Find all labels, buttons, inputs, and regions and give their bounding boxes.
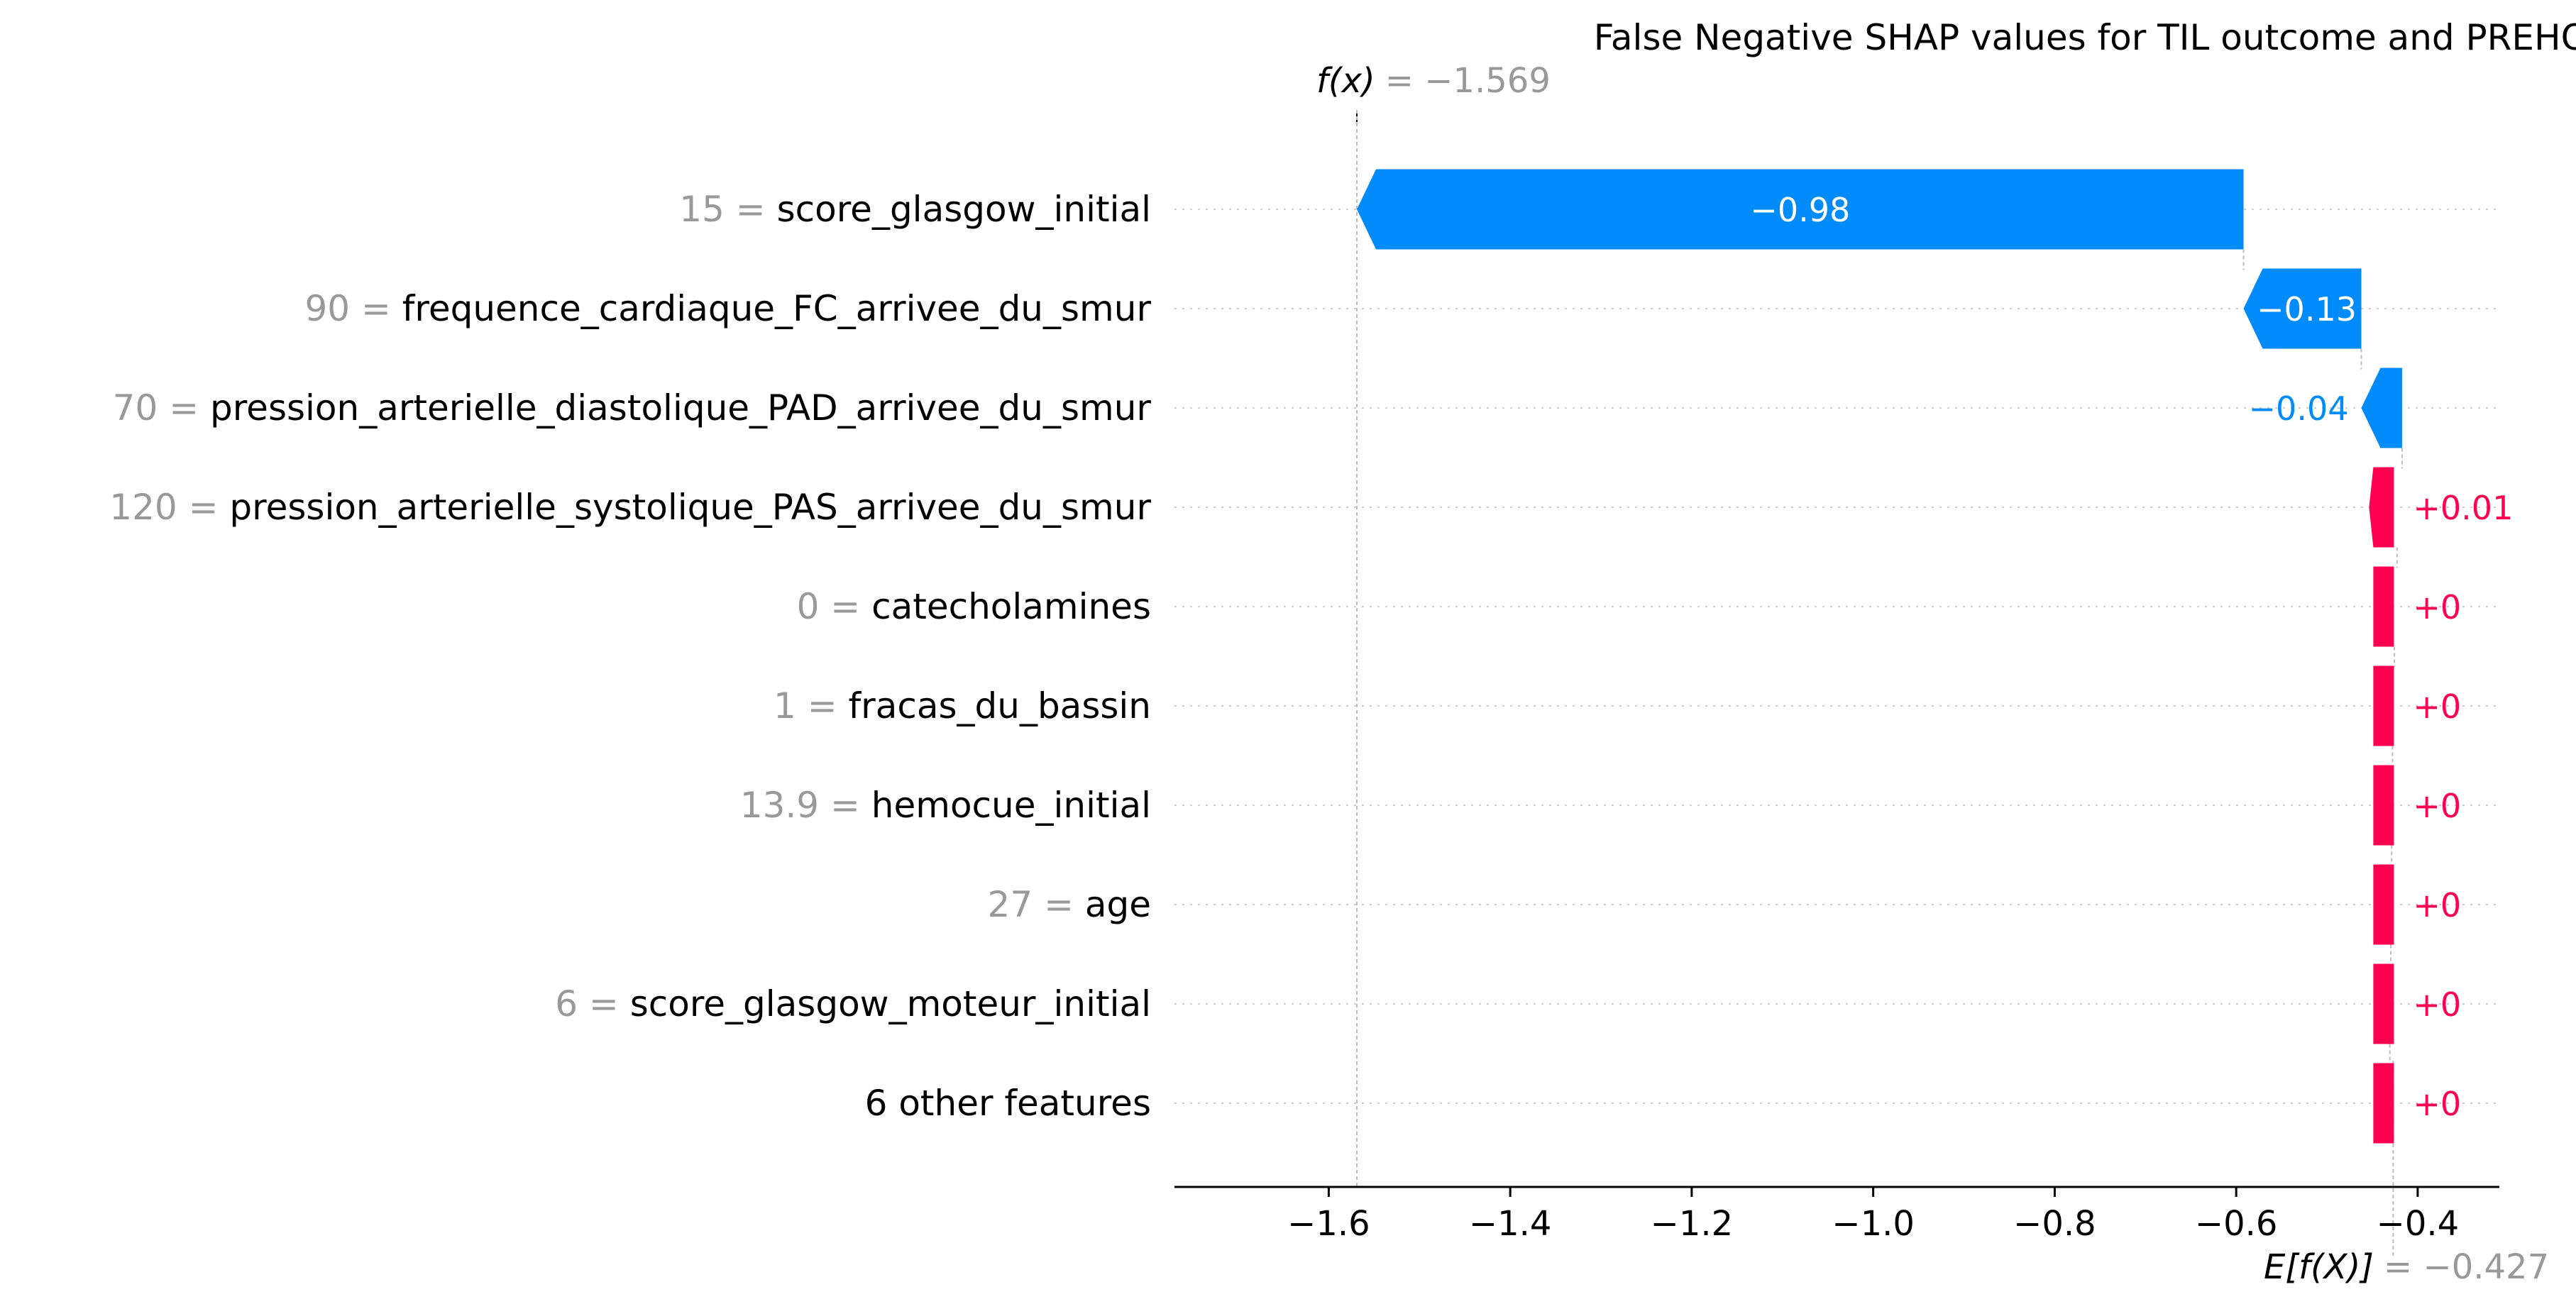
waterfall-bar xyxy=(2373,1063,2394,1144)
x-tick-label: −0.4 xyxy=(2377,1204,2460,1244)
x-tick-label: −0.6 xyxy=(2195,1204,2278,1244)
x-axis: −1.6 −1.4 −1.2 −1.0 −0.8 −0.6 −0.4 xyxy=(1174,1186,2499,1244)
x-tick-label: −1.6 xyxy=(1287,1204,1370,1244)
waterfall-bar xyxy=(2361,368,2402,448)
waterfall-bar xyxy=(2373,864,2394,945)
x-tick-label: −1.4 xyxy=(1469,1204,1552,1244)
feature-label: 1 = fracas_du_bassin xyxy=(774,685,1151,726)
waterfall-bar xyxy=(2243,268,2362,349)
bar-value-label: +0.01 xyxy=(2413,489,2513,527)
bar-value-label: +0 xyxy=(2413,588,2461,626)
bar-labels: −0.98 −0.13 −0.04 +0.01 +0 +0 +0 +0 +0 +0 xyxy=(1750,191,2513,1123)
waterfall-bar xyxy=(2373,963,2394,1044)
bar-value-label: +0 xyxy=(2413,886,2461,924)
feature-label: 70 = pression_arterielle_diastolique_PAD… xyxy=(113,387,1152,429)
feature-label: 15 = score_glasgow_initial xyxy=(679,189,1151,230)
feature-label: 6 = score_glasgow_moteur_initial xyxy=(555,983,1151,1024)
ex-label: E[f(X)] = −0.427 xyxy=(2264,1247,2549,1287)
feature-label: 27 = age xyxy=(988,884,1151,925)
feature-label: 90 = frequence_cardiaque_FC_arrivee_du_s… xyxy=(304,288,1151,329)
bar-value-label: +0 xyxy=(2413,687,2461,726)
bar-value-label: +0 xyxy=(2413,787,2461,825)
reference-lines xyxy=(1356,110,2403,1256)
chart-title: False Negative SHAP values for TIL outco… xyxy=(1594,17,2576,58)
waterfall-bar xyxy=(2373,566,2394,647)
feature-label: 0 = catecholamines xyxy=(797,586,1151,627)
bar-value-label: −0.04 xyxy=(2249,389,2349,428)
x-tick-label: −0.8 xyxy=(2013,1204,2096,1244)
bar-value-label: +0 xyxy=(2413,1085,2461,1123)
x-tick-label: −1.2 xyxy=(1651,1204,1734,1244)
ex-annotation: E[f(X)] = −0.427 xyxy=(2264,1247,2549,1287)
bar-value-label: −0.98 xyxy=(1750,191,1850,229)
x-tick-label: −1.0 xyxy=(1832,1204,1915,1244)
feature-label: 13.9 = hemocue_initial xyxy=(740,785,1151,826)
feature-label: 6 other features xyxy=(865,1083,1151,1124)
bars xyxy=(1357,169,2402,1144)
feature-label: 120 = pression_arterielle_systolique_PAS… xyxy=(109,487,1151,528)
waterfall-bar xyxy=(2373,765,2394,846)
feature-labels: 15 = score_glasgow_initial 90 = frequence… xyxy=(109,189,1151,1124)
fx-label: f(x) = −1.569 xyxy=(1316,61,1551,101)
bar-value-label: −0.13 xyxy=(2257,290,2357,328)
waterfall-bar xyxy=(2369,467,2394,548)
bar-value-label: +0 xyxy=(2413,985,2461,1024)
waterfall-bar xyxy=(2373,665,2394,746)
fx-annotation: f(x) = −1.569 xyxy=(1316,61,1551,122)
waterfall-bar xyxy=(1357,169,2244,250)
